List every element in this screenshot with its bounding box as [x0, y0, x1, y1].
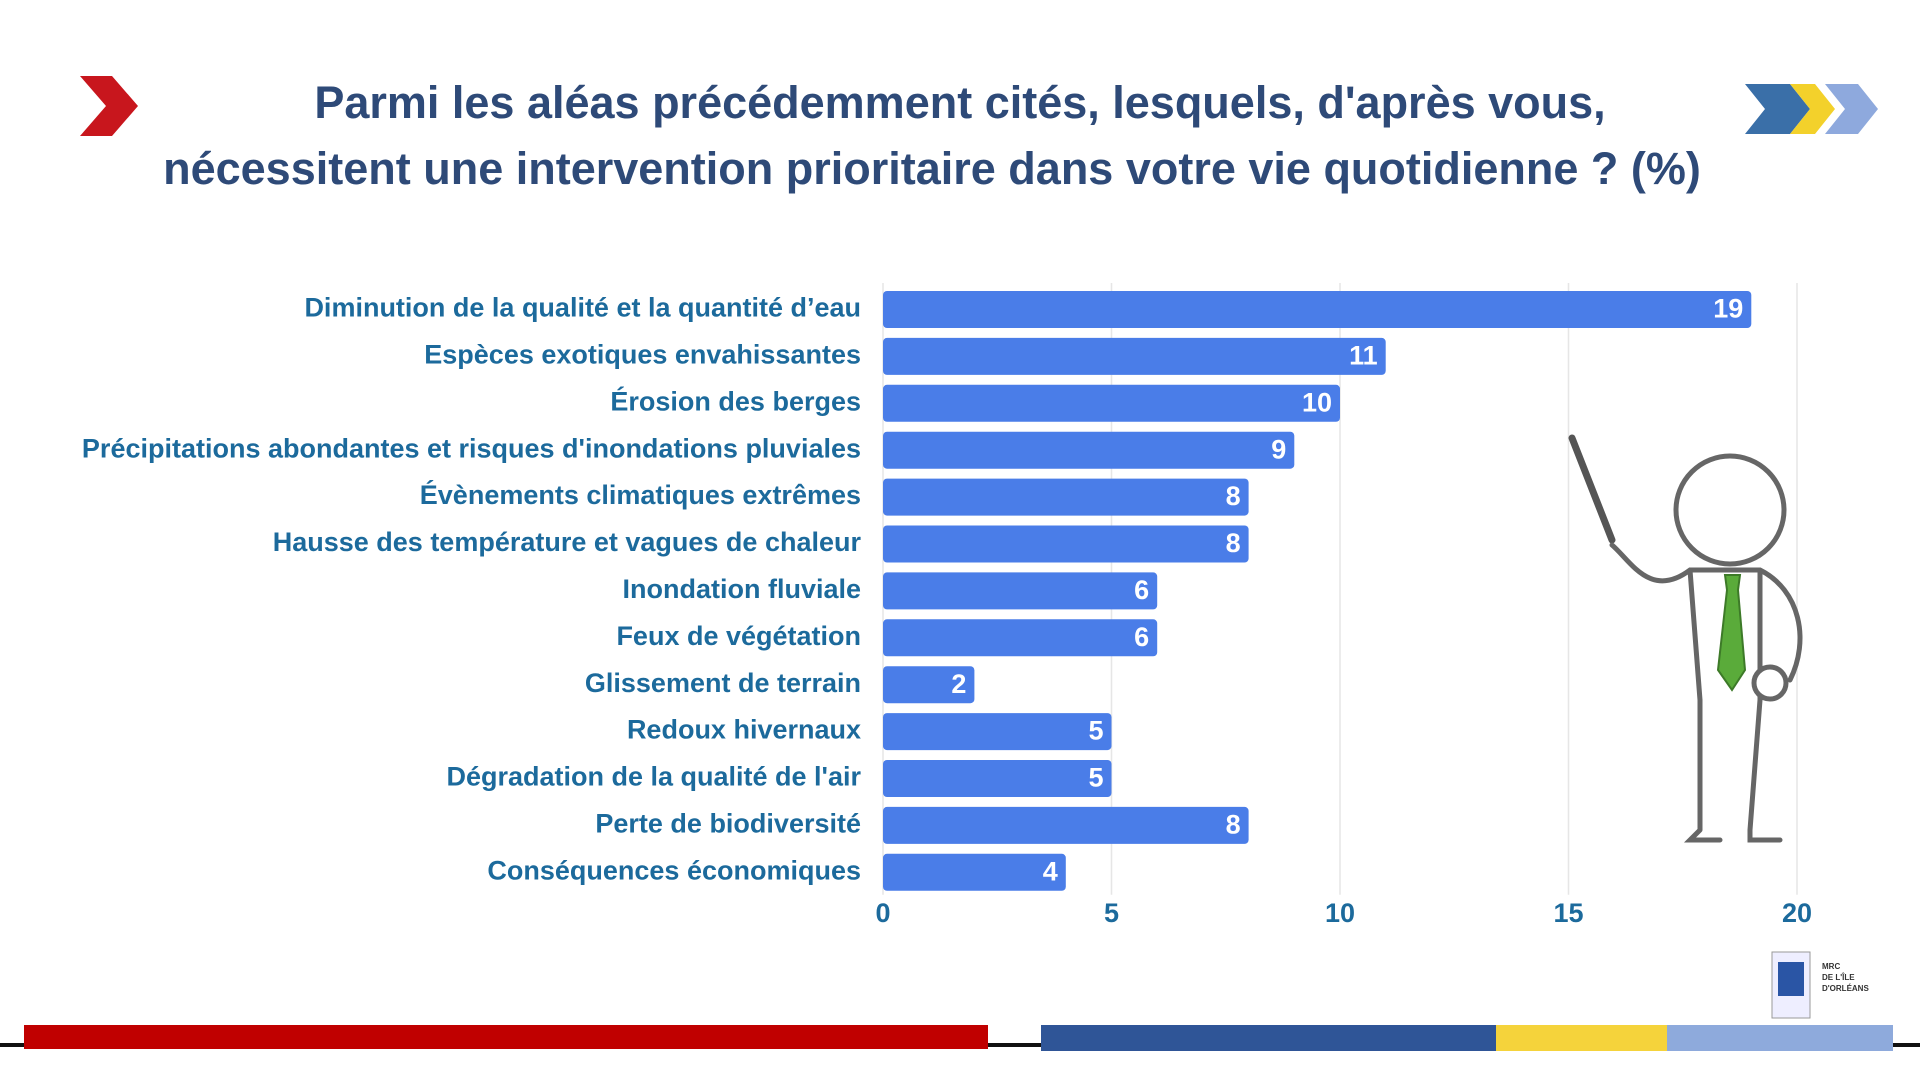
- bar: [883, 337, 1386, 375]
- bar: [883, 806, 1249, 844]
- value-label: 8: [1226, 528, 1241, 558]
- y-tick-label: Dégradation de la qualité de l'air: [446, 762, 861, 792]
- value-label: 19: [1713, 294, 1743, 324]
- y-tick-label: Redoux hivernaux: [627, 715, 861, 745]
- bar: [883, 713, 1112, 751]
- y-tick-label: Évènements climatiques extrêmes: [420, 479, 861, 510]
- bar: [883, 666, 975, 704]
- y-tick-label: Diminution de la qualité et la quantité …: [304, 293, 861, 323]
- y-tick-label: Précipitations abondantes et risques d'i…: [82, 433, 861, 463]
- y-tick-label: Conséquences économiques: [487, 855, 861, 885]
- y-tick-label: Hausse des température et vagues de chal…: [273, 527, 862, 557]
- logo-text: DE L'ÎLE: [1822, 973, 1855, 982]
- value-label: 6: [1134, 575, 1149, 605]
- bar: [883, 525, 1249, 563]
- bar: [883, 431, 1295, 469]
- chart-title: nécessitent une intervention prioritaire…: [163, 143, 1701, 194]
- value-label: 9: [1271, 434, 1286, 464]
- bar: [883, 572, 1158, 610]
- bar: [883, 619, 1158, 657]
- y-tick-label: Feux de végétation: [616, 621, 861, 651]
- chevrons-icon: [1745, 84, 1878, 134]
- y-tick-label: Espèces exotiques envahissantes: [424, 340, 861, 370]
- logo-text: D'ORLÉANS: [1822, 984, 1869, 993]
- y-tick-label: Glissement de terrain: [585, 668, 861, 698]
- value-label: 2: [951, 669, 966, 699]
- x-tick-label: 5: [1104, 898, 1119, 928]
- logo: MRC DE L'ÎLE D'ORLÉANS: [1771, 951, 1869, 1019]
- chevron-icon: [80, 76, 138, 136]
- logo-text: MRC: [1822, 962, 1840, 971]
- chart-title: Parmi les aléas précédemment cités, lesq…: [314, 77, 1605, 128]
- value-label: 4: [1043, 856, 1058, 886]
- bar: [883, 478, 1249, 516]
- value-label: 5: [1088, 716, 1103, 746]
- x-tick-label: 20: [1782, 898, 1812, 928]
- x-tick-label: 10: [1325, 898, 1355, 928]
- y-tick-label: Érosion des berges: [610, 385, 861, 416]
- bar: [883, 853, 1066, 891]
- value-label: 10: [1302, 387, 1332, 417]
- value-label: 8: [1226, 481, 1241, 511]
- bar: [883, 384, 1340, 422]
- y-tick-label: Perte de biodiversité: [595, 809, 861, 839]
- value-label: 8: [1226, 810, 1241, 840]
- x-tick-label: 0: [875, 898, 890, 928]
- y-tick-label: Inondation fluviale: [622, 574, 861, 604]
- presenter-figure: [1568, 434, 1803, 843]
- value-label: 5: [1088, 763, 1103, 793]
- value-label: 6: [1134, 622, 1149, 652]
- footer-bars: [0, 1025, 1920, 1051]
- value-label: 11: [1349, 341, 1378, 371]
- bar: [883, 760, 1112, 797]
- bar: [883, 291, 1752, 328]
- x-tick-label: 15: [1553, 898, 1583, 928]
